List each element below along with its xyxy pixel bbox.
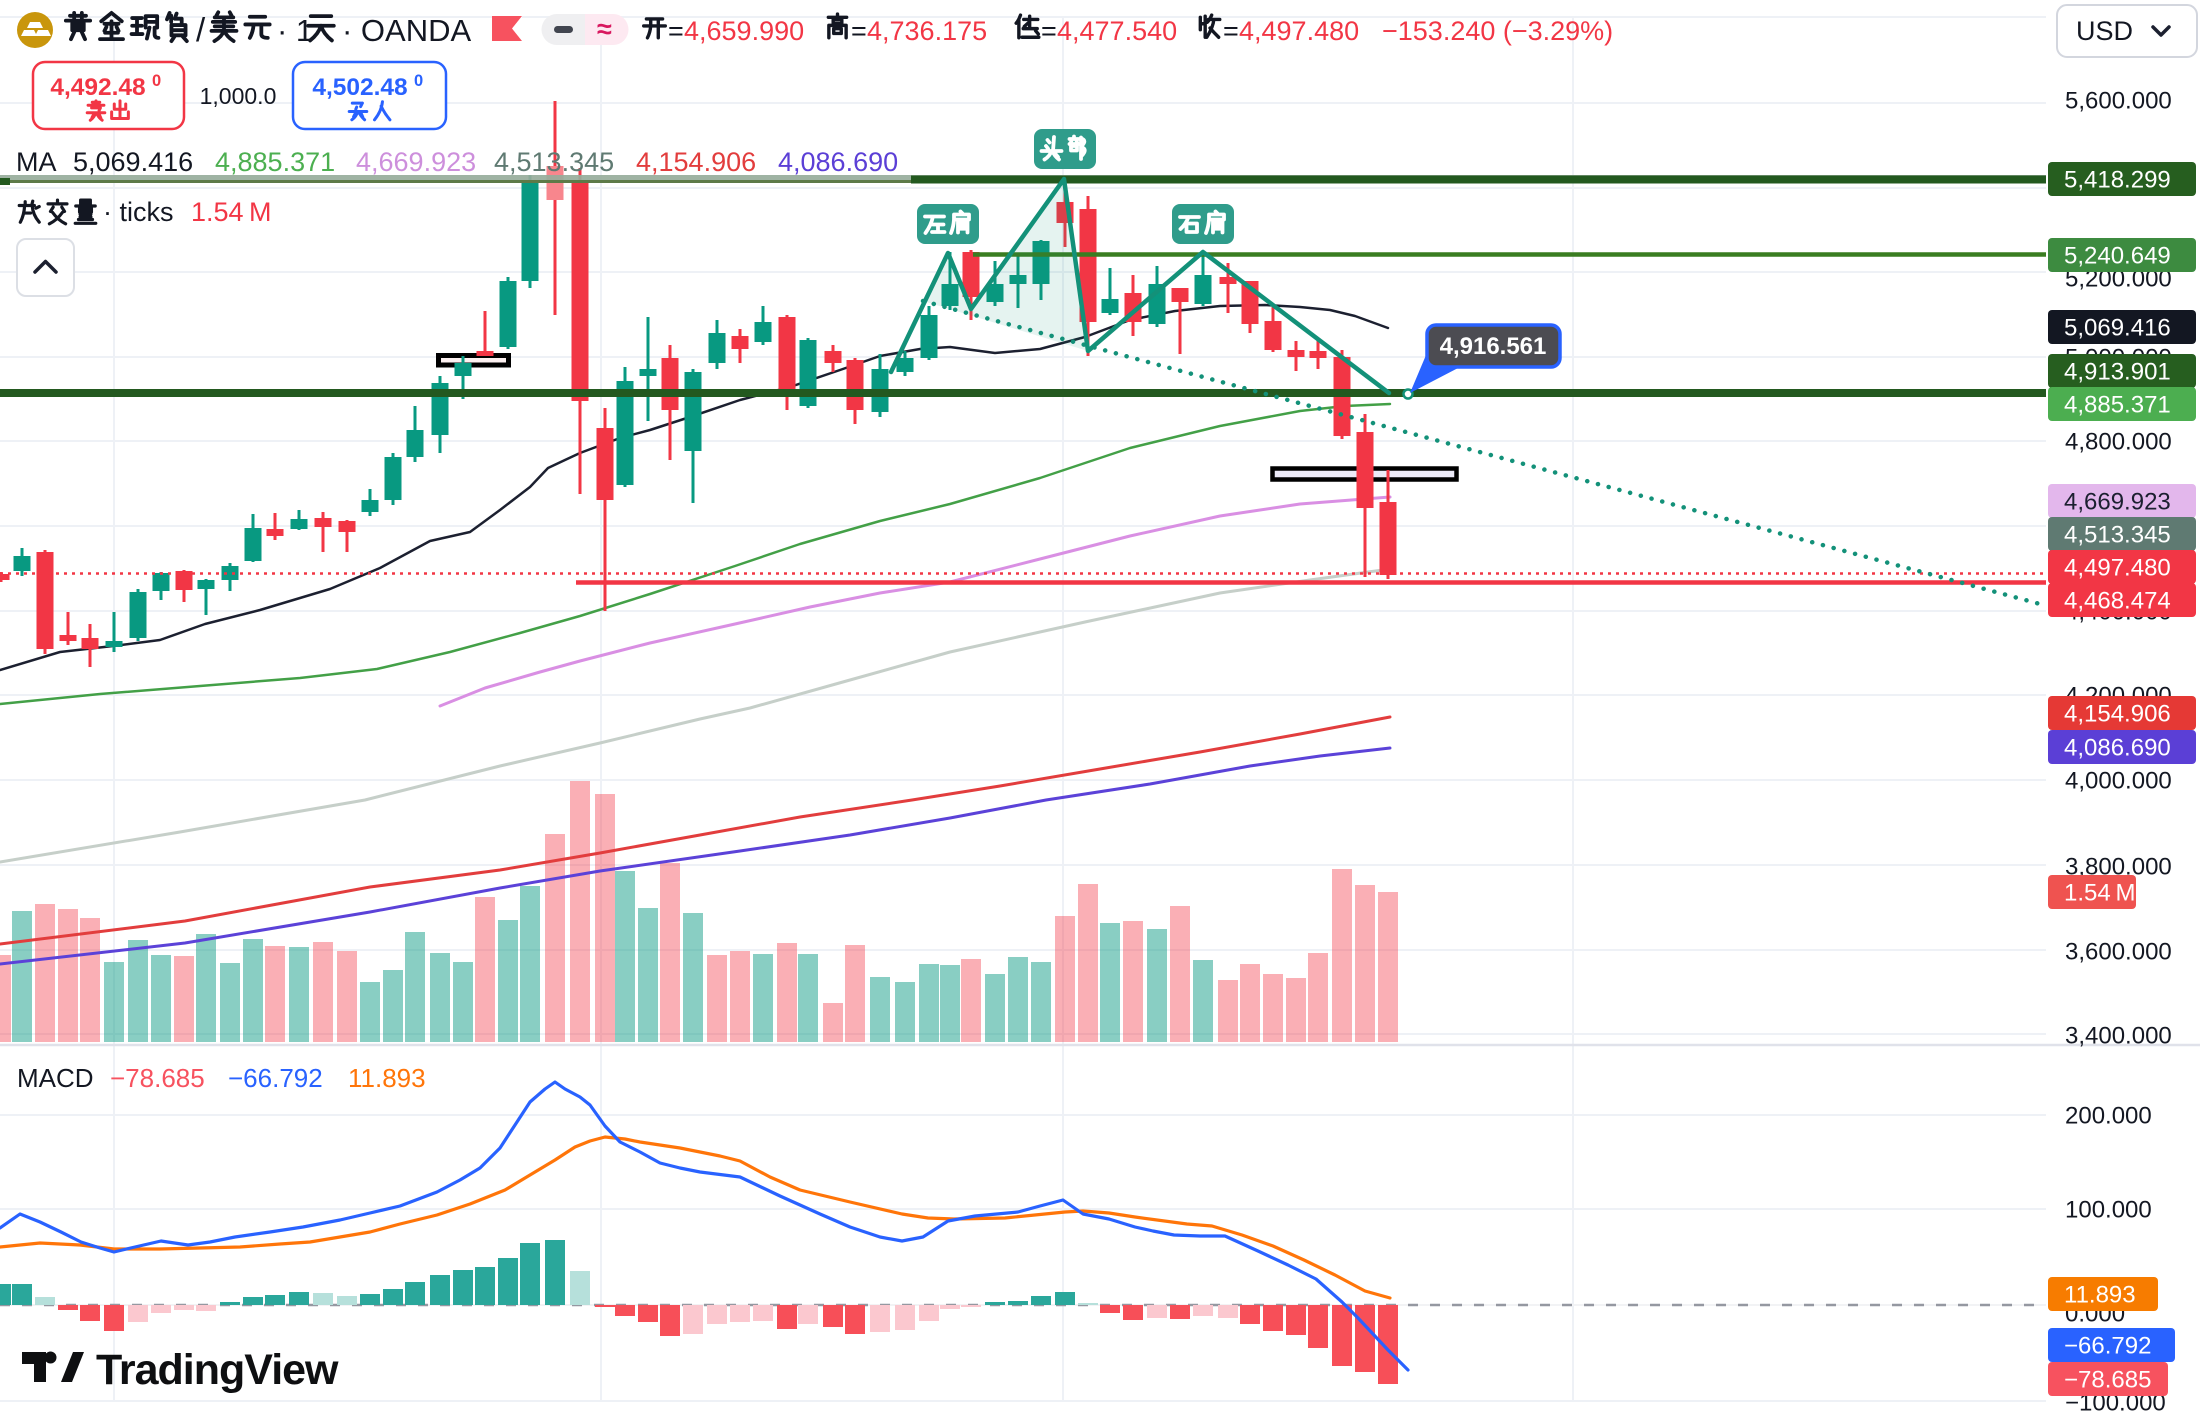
svg-text:≈: ≈ (597, 14, 612, 44)
svg-text:/: / (196, 11, 206, 48)
svg-text:4,669.923: 4,669.923 (356, 147, 476, 177)
svg-text:4,659.990: 4,659.990 (684, 16, 804, 46)
svg-text:3,600.000: 3,600.000 (2065, 939, 2172, 966)
svg-text:11.893: 11.893 (2064, 1282, 2136, 1309)
svg-text:4,513.345: 4,513.345 (2064, 522, 2171, 549)
svg-text:MACD: MACD (17, 1063, 94, 1093)
svg-text:−78.685: −78.685 (110, 1063, 205, 1093)
svg-text:4,154.906: 4,154.906 (636, 147, 756, 177)
svg-text:−78.685: −78.685 (2064, 1367, 2151, 1394)
svg-text:4,086.690: 4,086.690 (2064, 735, 2171, 762)
svg-text:4,913.901: 4,913.901 (2064, 359, 2171, 386)
svg-text:· ticks: · ticks (103, 197, 174, 227)
svg-text:USD: USD (2076, 16, 2133, 46)
svg-text:1,000.0: 1,000.0 (200, 83, 277, 109)
svg-text:4,669.923: 4,669.923 (2064, 489, 2171, 516)
svg-text:5,069.416: 5,069.416 (73, 147, 193, 177)
svg-text:4,513.345: 4,513.345 (494, 147, 614, 177)
svg-text:5,240.649: 5,240.649 (2064, 243, 2171, 270)
svg-text:5,600.000: 5,600.000 (2065, 88, 2172, 115)
svg-text:4,154.906: 4,154.906 (2064, 701, 2171, 728)
svg-text:4,492.48: 4,492.48 (50, 74, 145, 101)
svg-text:−66.792: −66.792 (228, 1063, 323, 1093)
svg-text:3,400.000: 3,400.000 (2065, 1023, 2172, 1050)
svg-text:1.54 M: 1.54 M (191, 197, 271, 227)
svg-text:100.000: 100.000 (2065, 1197, 2152, 1224)
svg-text:4,885.371: 4,885.371 (215, 147, 335, 177)
svg-text:4,502.48: 4,502.48 (312, 74, 407, 101)
svg-text:5,069.416: 5,069.416 (2064, 315, 2171, 342)
svg-text:=: = (851, 16, 867, 46)
svg-text:4,497.480: 4,497.480 (1239, 16, 1359, 46)
svg-text:=: = (1041, 16, 1057, 46)
svg-text:0: 0 (414, 72, 423, 90)
svg-text:4,468.474: 4,468.474 (2064, 588, 2171, 615)
svg-text:4,736.175: 4,736.175 (867, 16, 987, 46)
svg-text:1.54 M: 1.54 M (2064, 880, 2136, 907)
svg-text:=: = (668, 16, 684, 46)
svg-text:· 1: · 1 (277, 13, 313, 48)
svg-text:4,477.540: 4,477.540 (1057, 16, 1177, 46)
svg-text:=: = (1223, 16, 1239, 46)
svg-text:−153.240 (−3.29%): −153.240 (−3.29%) (1382, 16, 1613, 46)
svg-text:5,418.299: 5,418.299 (2064, 167, 2171, 194)
svg-text:4,885.371: 4,885.371 (2064, 392, 2171, 419)
svg-text:· OANDA: · OANDA (342, 13, 472, 48)
svg-text:11.893: 11.893 (348, 1063, 426, 1093)
svg-text:4,000.000: 4,000.000 (2065, 768, 2172, 795)
svg-text:4,916.561: 4,916.561 (1440, 333, 1547, 360)
svg-text:TradingView: TradingView (96, 1346, 339, 1394)
svg-text:4,086.690: 4,086.690 (778, 147, 898, 177)
svg-text:4,497.480: 4,497.480 (2064, 555, 2171, 582)
svg-text:4,800.000: 4,800.000 (2065, 429, 2172, 456)
svg-text:−66.792: −66.792 (2064, 1333, 2151, 1360)
svg-text:0: 0 (152, 72, 161, 90)
svg-text:MA: MA (16, 147, 57, 177)
svg-text:200.000: 200.000 (2065, 1103, 2152, 1130)
